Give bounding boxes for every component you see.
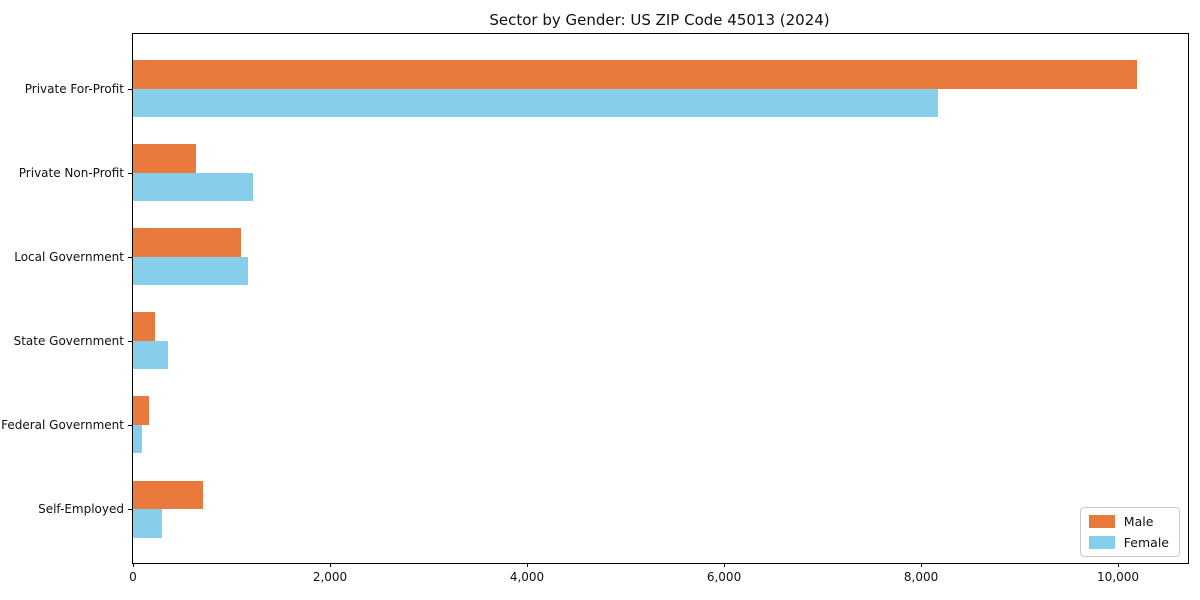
bar-female-3 bbox=[133, 340, 168, 370]
x-tick-label: 2,000 bbox=[312, 570, 348, 584]
y-tick-mark bbox=[128, 256, 132, 258]
x-tick-label: 6,000 bbox=[706, 570, 742, 584]
legend-item-female: Female bbox=[1088, 535, 1169, 550]
y-tick-label: Private Non-Profit bbox=[18, 165, 124, 180]
legend-swatch-female-icon bbox=[1088, 536, 1115, 549]
bar-female-4 bbox=[133, 424, 142, 454]
y-tick-label: Federal Government bbox=[1, 417, 124, 432]
legend-label-female: Female bbox=[1123, 535, 1169, 550]
y-tick-label: Self-Employed bbox=[38, 502, 124, 516]
plot-area: Male Female Private For-Profit Private No… bbox=[1, 33, 1189, 584]
y-tick-label: Local Government bbox=[14, 249, 124, 264]
bar-female-0 bbox=[133, 88, 938, 118]
bar-female-5 bbox=[133, 509, 163, 538]
y-tick-mark bbox=[128, 88, 132, 90]
legend-label-male: Male bbox=[1123, 514, 1154, 529]
x-tick-mark bbox=[1117, 563, 1119, 567]
x-tick-mark bbox=[526, 563, 528, 567]
y-tick-label: State Government bbox=[13, 333, 124, 348]
bar-male-4 bbox=[133, 396, 150, 425]
x-tick-label: 0 bbox=[129, 570, 137, 584]
x-tick-mark bbox=[920, 563, 922, 567]
bar-male-1 bbox=[133, 144, 196, 173]
x-tick-mark bbox=[132, 563, 134, 567]
bar-female-2 bbox=[133, 256, 249, 286]
bar-male-5 bbox=[133, 480, 203, 509]
y-tick-label: Private For-Profit bbox=[24, 81, 124, 96]
bar-male-2 bbox=[133, 228, 242, 257]
legend: Male Female bbox=[1079, 507, 1180, 557]
y-tick-mark bbox=[128, 424, 132, 426]
x-tick-label: 8,000 bbox=[903, 570, 939, 584]
x-tick-label: 10,000 bbox=[1097, 570, 1140, 584]
x-tick-mark bbox=[723, 563, 725, 567]
y-tick-mark bbox=[128, 172, 132, 174]
y-tick-mark bbox=[128, 509, 132, 510]
chart-title: Sector by Gender: US ZIP Code 45013 (202… bbox=[489, 11, 830, 29]
legend-swatch-male-icon bbox=[1088, 515, 1115, 528]
y-tick-mark bbox=[128, 340, 132, 342]
bar-male-0 bbox=[133, 60, 1137, 89]
legend-item-male: Male bbox=[1088, 514, 1169, 529]
bar-male-3 bbox=[133, 312, 156, 341]
x-tick-mark bbox=[329, 563, 331, 567]
bar-female-1 bbox=[133, 172, 254, 202]
x-tick-label: 4,000 bbox=[509, 570, 545, 584]
